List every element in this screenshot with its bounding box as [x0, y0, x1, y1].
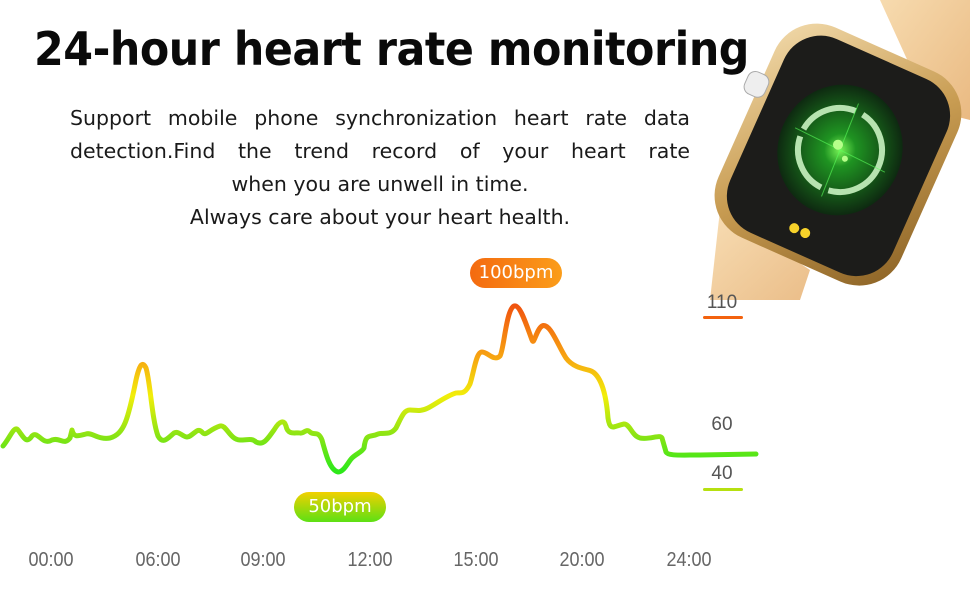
smartwatch-image — [710, 0, 970, 300]
y-tick-marker-40 — [703, 488, 743, 491]
x-tick-00: 00:00 — [28, 549, 74, 571]
x-tick-09: 09:00 — [240, 549, 286, 571]
heart-rate-line — [0, 303, 759, 475]
y-tick-110: 110 — [706, 292, 738, 313]
trough-annotation: 50bpm — [294, 492, 386, 522]
description-line-1: Support mobile phone synchronization hea… — [70, 106, 690, 130]
description-line-2: detection.Find the trend record of your … — [70, 139, 690, 163]
x-tick-24: 24:00 — [666, 549, 712, 571]
heart-rate-chart — [0, 303, 759, 475]
x-tick-06: 06:00 — [135, 549, 181, 571]
y-tick-40: 40 — [711, 463, 733, 484]
y-tick-60: 60 — [711, 414, 733, 435]
page-title: 24-hour heart rate monitoring — [34, 22, 749, 76]
peak-annotation: 100bpm — [470, 258, 562, 288]
x-tick-12: 12:00 — [347, 549, 393, 571]
y-tick-marker-110 — [703, 316, 743, 319]
description: Support mobile phone synchronization hea… — [70, 102, 690, 234]
description-line-4: Always care about your heart health. — [189, 205, 571, 229]
x-tick-20: 20:00 — [559, 549, 605, 571]
description-line-3: when you are unwell in time. — [231, 172, 529, 196]
x-tick-15: 15:00 — [453, 549, 499, 571]
